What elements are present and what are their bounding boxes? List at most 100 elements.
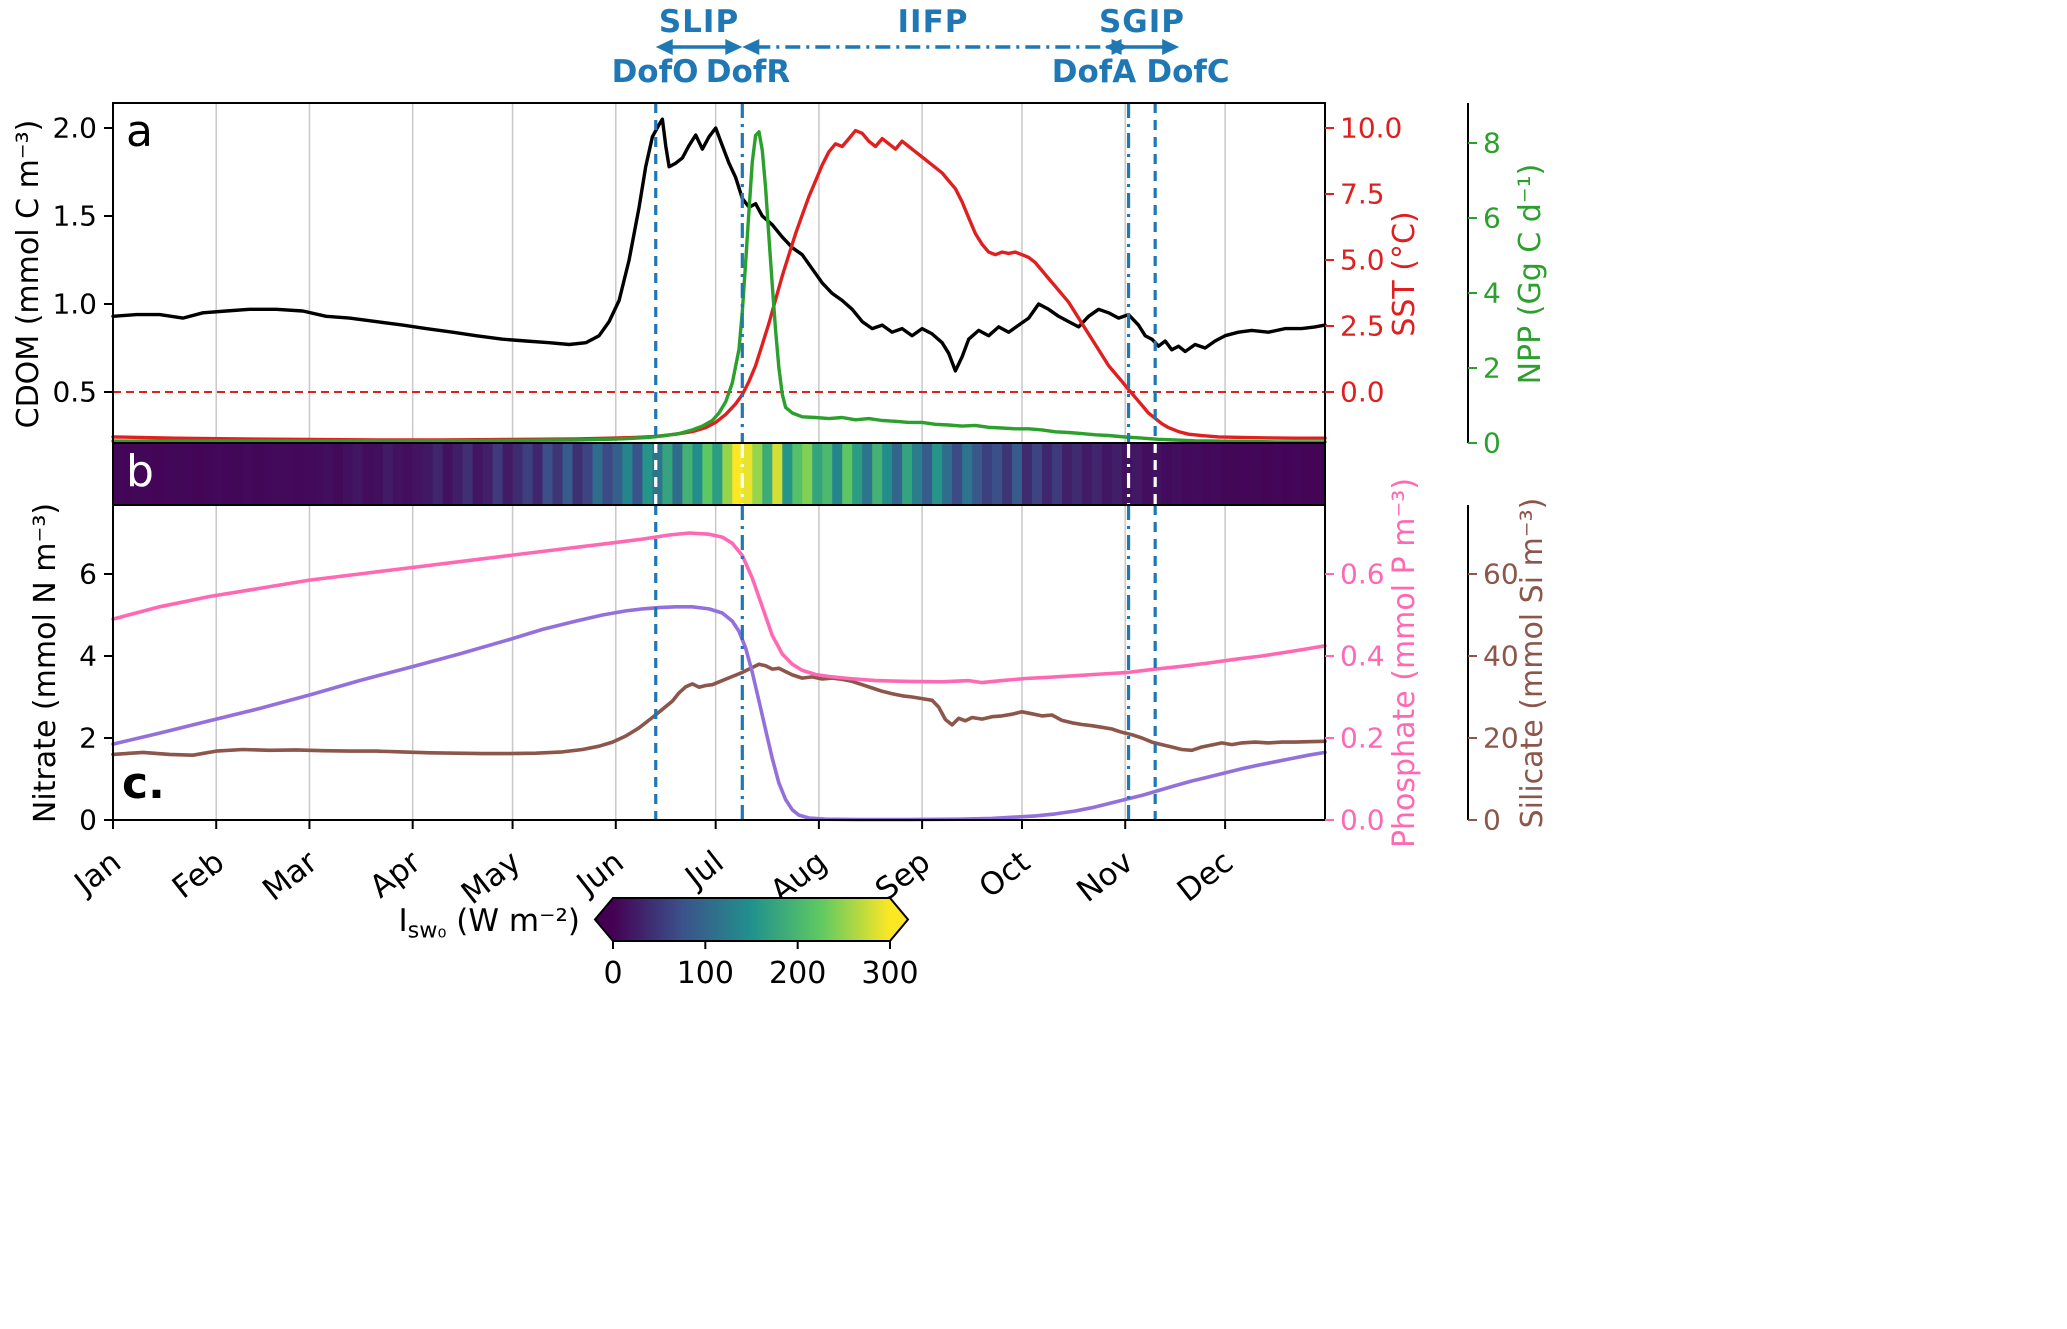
colorbar-label-main: I	[398, 903, 408, 939]
isw0-heat-cell	[972, 443, 983, 505]
isw0-heat-cell	[1201, 443, 1213, 505]
isw0-heat-cell	[1231, 443, 1243, 505]
x-tick-label: Jun	[569, 844, 631, 903]
sst-tick-label: 7.5	[1340, 178, 1385, 211]
phosphate-line	[111, 531, 1327, 685]
nitrate-tick-label: 0	[79, 804, 97, 837]
isw0-heat-cell	[202, 443, 214, 505]
x-tick-label: Dec	[1171, 844, 1240, 909]
silicate-tick-label: 0	[1483, 804, 1501, 837]
isw0-heat-cell	[602, 443, 614, 505]
isw0-heat-cell	[212, 443, 224, 505]
isw0-heat-cell	[582, 443, 594, 505]
isw0-heat-cell	[892, 443, 903, 505]
isw0-heat-cell	[232, 443, 244, 505]
isw0-heat-cell	[842, 443, 853, 505]
isw0-heat-cell	[1171, 443, 1183, 505]
cdom-tick-label: 1.5	[52, 200, 97, 233]
period-arrow-sgip-left-arrowhead	[1104, 39, 1122, 55]
period-label-sgip: SGIP	[1098, 4, 1186, 40]
isw0-heat-cell	[932, 443, 943, 505]
isw0-heat-cell	[802, 443, 813, 505]
isw0-heat-cell	[512, 443, 524, 505]
phosphate-tick-label: 0.4	[1340, 640, 1385, 673]
isw0-heat-cell	[1281, 443, 1293, 505]
axis-title-nitrate: Nitrate (mmol N m⁻³)	[27, 502, 63, 824]
sst-line	[111, 128, 1327, 442]
isw0-heat-cell	[532, 443, 544, 505]
isw0-heat-cell	[652, 443, 663, 505]
isw0-heat-cell	[662, 443, 673, 505]
isw0-heat-cell	[1241, 443, 1253, 505]
colorbar-tick-label: 0	[603, 956, 622, 991]
colorbar-label-sub: sw₀	[407, 917, 447, 944]
isw0-heat-cell	[462, 443, 474, 505]
isw0-heat-cell	[822, 443, 833, 505]
isw0-heat-cell	[712, 443, 723, 505]
cdom-tick-label: 1.0	[52, 288, 97, 321]
isw0-heat-cell	[482, 443, 494, 505]
isw0-heat-cell	[1141, 443, 1153, 505]
isw0-heat-cell	[792, 443, 803, 505]
axis-title-silicate: Silicate (mmol Si m⁻³)	[1514, 497, 1550, 829]
silicate-tick-label: 40	[1483, 640, 1519, 673]
isw0-heat-cell	[422, 443, 434, 505]
period-arrow-slip-right-arrowhead	[725, 39, 743, 55]
x-tick-label: Jul	[677, 844, 730, 897]
isw0-heat-cell	[622, 443, 633, 505]
isw0-heat-cell	[1191, 443, 1203, 505]
colorbar	[593, 897, 910, 942]
isw0-heat-cell	[642, 443, 653, 505]
isw0-heat-cell	[762, 443, 773, 505]
isw0-heat-cell	[562, 443, 574, 505]
isw0-heat-cell	[1291, 443, 1303, 505]
isw0-heat-cell	[902, 443, 913, 505]
isw0-heat-cell	[362, 443, 374, 505]
isw0-heat-cell	[542, 443, 554, 505]
npp-tick-label: 2	[1483, 352, 1501, 385]
isw0-heat-cell	[1261, 443, 1273, 505]
isw0-heat-cell	[123, 443, 134, 505]
isw0-heat-cell	[1091, 443, 1103, 505]
npp-tick-label: 6	[1483, 202, 1501, 235]
period-label-slip: SLIP	[658, 4, 740, 40]
isw0-heat-cell	[692, 443, 703, 505]
nitrate-line	[111, 605, 1327, 822]
cdom-tick-label: 2.0	[52, 112, 97, 145]
isw0-heat-cell	[392, 443, 404, 505]
isw0-heat-cell	[522, 443, 534, 505]
colorbar-label-units: (W m⁻²)	[446, 903, 580, 939]
isw0-heat-cell	[942, 443, 953, 505]
colorbar-label: Isw₀ (W m⁻²)	[300, 898, 580, 944]
panel-letter-a: a	[126, 106, 153, 157]
isw0-heat-cell	[1311, 443, 1323, 505]
isw0-heat-cell	[862, 443, 873, 505]
isw0-heat-cell	[382, 443, 394, 505]
isw0-heat-cell	[742, 443, 753, 505]
isw0-heat-cell	[252, 443, 264, 505]
isw0-heat-cell	[682, 443, 693, 505]
npp-tick-label: 0	[1483, 427, 1501, 460]
colorbar-tick-label: 200	[769, 956, 826, 991]
isw0-heat-cell	[332, 443, 344, 505]
isw0-heat-cell	[612, 443, 624, 505]
phosphate-tick-label: 0.6	[1340, 558, 1385, 591]
isw0-heat-cell	[352, 443, 364, 505]
x-tick-label: Nov	[1070, 844, 1140, 910]
isw0-heat-cell	[1062, 443, 1073, 505]
isw0-heat-cell	[432, 443, 444, 505]
x-tick-label: Apr	[363, 844, 428, 906]
isw0-heat-cell	[912, 443, 923, 505]
npp-tick-label: 8	[1483, 127, 1501, 160]
isw0-heat-cell	[952, 443, 963, 505]
x-tick-label: Oct	[973, 844, 1037, 905]
phosphate-tick-label: 0.0	[1340, 804, 1385, 837]
isw0-heat-cell	[302, 443, 314, 505]
isw0-heat-cell	[1032, 443, 1043, 505]
isw0-heat-cell	[1002, 443, 1013, 505]
axis-title-phosphate: Phosphate (mmol P m⁻³)	[1386, 477, 1422, 849]
isw0-heat-cell	[182, 443, 194, 505]
npp-line	[111, 130, 1327, 444]
